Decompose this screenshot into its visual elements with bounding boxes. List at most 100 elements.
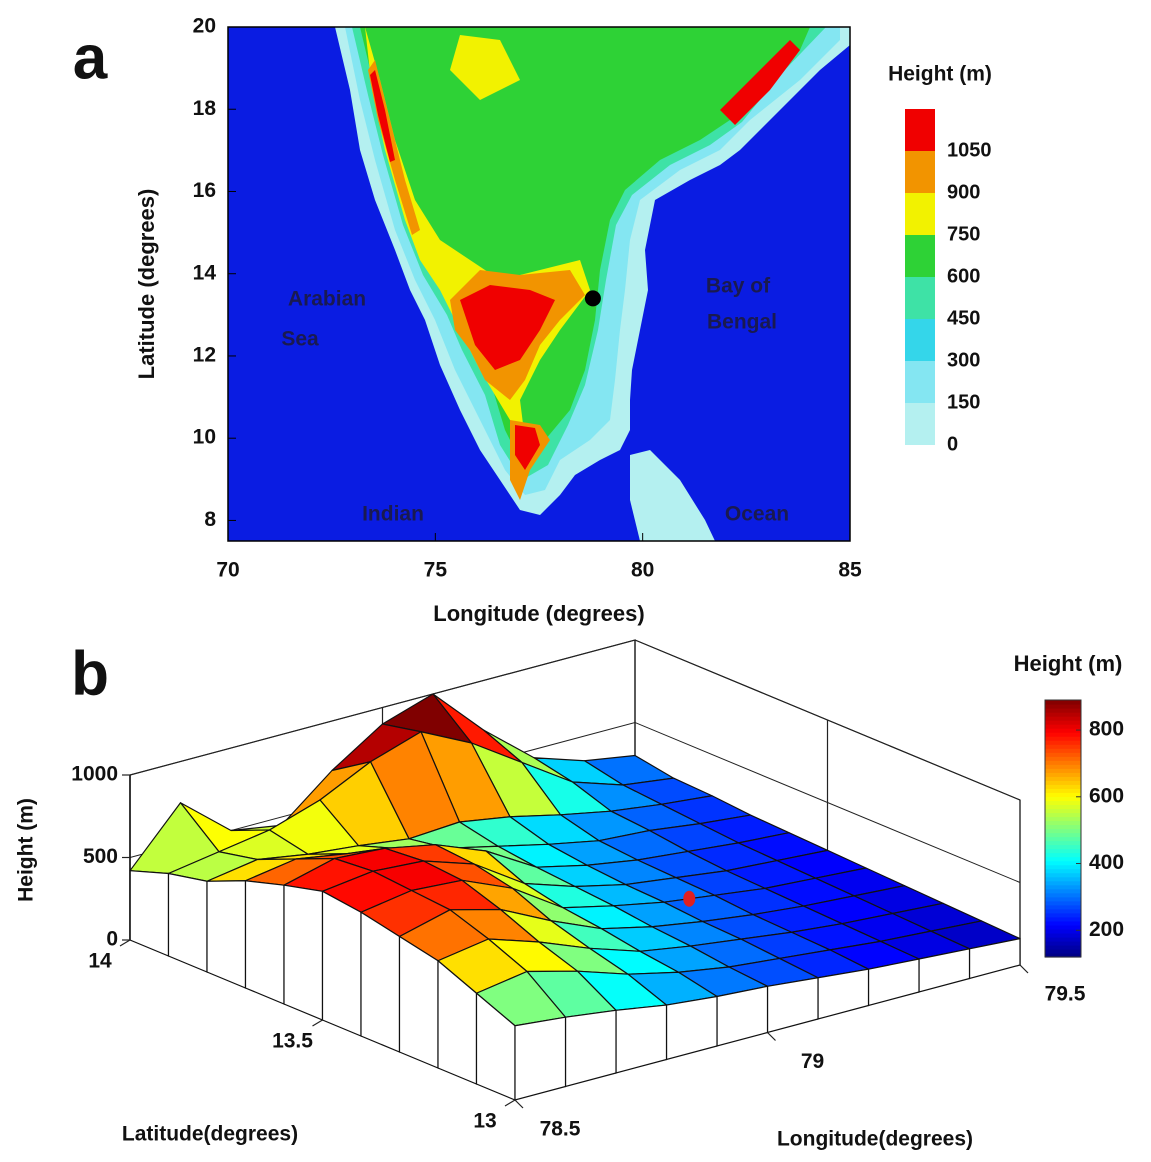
wall-panel xyxy=(564,1009,617,1088)
y-tick-label: 16 xyxy=(193,179,216,202)
colorbar-tick-label: 600 xyxy=(1089,784,1124,807)
annotation: Bay of xyxy=(706,275,771,298)
colorbar-slice xyxy=(1045,788,1081,793)
colorbar-slice xyxy=(1045,904,1081,910)
annotation: Indian xyxy=(362,503,424,526)
colorbar-slice xyxy=(1045,852,1081,858)
y-axis-label: Latitude(degrees) xyxy=(122,1123,298,1146)
colorbar-block xyxy=(905,151,935,193)
colorbar-slice xyxy=(1045,848,1081,854)
colorbar-tick-label: 750 xyxy=(947,223,980,245)
colorbar-slice xyxy=(1045,784,1081,789)
wall-panel xyxy=(716,985,769,1047)
panel-label: a xyxy=(73,23,108,92)
colorbar-block xyxy=(905,277,935,319)
y-tick xyxy=(504,1099,516,1107)
wall-panel xyxy=(167,872,208,973)
colorbar-slice xyxy=(1045,868,1081,874)
y-tick-label: 18 xyxy=(193,97,217,120)
colorbar-slice xyxy=(1045,856,1081,862)
colorbar-slice xyxy=(1045,756,1081,761)
panel-label: b xyxy=(71,639,109,708)
colorbar-block xyxy=(905,235,935,277)
wall-panel xyxy=(817,968,870,1020)
colorbar-slice xyxy=(1045,760,1081,765)
colorbar-slice xyxy=(1045,952,1081,958)
y-axis-label: Latitude (degrees) xyxy=(134,189,159,380)
x-tick xyxy=(767,1032,776,1041)
colorbar-block xyxy=(905,319,935,361)
colorbar-slice xyxy=(1045,944,1081,950)
y-tick-label: 14 xyxy=(88,950,112,973)
colorbar-slice xyxy=(1045,932,1081,938)
colorbar-title: Height (m) xyxy=(1014,651,1123,676)
colorbar-slice xyxy=(1045,704,1081,709)
colorbar-slice xyxy=(1045,828,1081,834)
wall-panel xyxy=(283,884,324,1021)
colorbar-slice xyxy=(1045,724,1081,729)
colorbar-slice xyxy=(1045,744,1081,749)
wall-panel xyxy=(321,890,362,1037)
colorbar-tick-label: 800 xyxy=(1089,718,1124,741)
annotation: Ocean xyxy=(725,503,789,526)
wall-panel xyxy=(206,880,247,989)
y-tick xyxy=(312,1019,323,1027)
colorbar-tick-label: 200 xyxy=(1089,918,1124,941)
annotation: Bengal xyxy=(707,311,777,334)
z-tick-label: 500 xyxy=(83,845,118,868)
x-tick-label: 70 xyxy=(216,559,239,582)
wall-panel xyxy=(615,1004,668,1074)
colorbar-slice xyxy=(1045,720,1081,725)
colorbar-slice xyxy=(1045,912,1081,918)
colorbar-slice xyxy=(1045,876,1081,882)
colorbar-block xyxy=(905,403,935,445)
z-axis-label: Height (m) xyxy=(15,798,38,902)
colorbar-slice xyxy=(1045,800,1081,806)
colorbar-slice xyxy=(1045,748,1081,753)
colorbar-slice xyxy=(1045,808,1081,814)
colorbar-slice xyxy=(1045,740,1081,745)
colorbar-slice xyxy=(1045,916,1081,922)
x-tick-label: 79.5 xyxy=(1045,983,1086,1006)
colorbar-slice xyxy=(1045,736,1081,741)
grid-line xyxy=(129,639,1021,801)
z-tick-label: 0 xyxy=(106,928,118,951)
colorbar-slice xyxy=(1045,924,1081,930)
wall-panel xyxy=(766,977,819,1034)
colorbar-slice xyxy=(1045,940,1081,946)
colorbar-slice xyxy=(1045,796,1081,801)
x-tick xyxy=(1019,964,1029,974)
colorbar-frame xyxy=(1044,699,1082,958)
colorbar-slice xyxy=(1045,864,1081,870)
colorbar-slice xyxy=(1045,824,1081,830)
colorbar-slice xyxy=(1045,820,1081,826)
x-tick xyxy=(514,1099,524,1109)
x-tick-label: 80 xyxy=(631,559,654,582)
annotation: Sea xyxy=(281,328,319,351)
colorbar-tick-label: 0 xyxy=(947,433,958,455)
colorbar-slice xyxy=(1045,836,1081,842)
y-tick-label: 20 xyxy=(193,15,216,38)
colorbar-block xyxy=(905,109,935,151)
colorbar-tick-label: 300 xyxy=(947,349,980,371)
colorbar-tick-label: 400 xyxy=(1089,851,1124,874)
colorbar-tick-label: 900 xyxy=(947,181,980,203)
colorbar-slice xyxy=(1045,840,1081,846)
colorbar-block xyxy=(905,361,935,403)
colorbar-slice xyxy=(1045,712,1081,717)
colorbar-slice xyxy=(1045,792,1081,797)
x-axis-label: Longitude (degrees) xyxy=(433,601,644,626)
colorbar-slice xyxy=(1045,728,1081,733)
x-tick-label: 85 xyxy=(838,559,862,582)
colorbar-slice xyxy=(1045,764,1081,769)
colorbar-slice xyxy=(1045,752,1081,757)
colorbar-slice xyxy=(1045,920,1081,926)
colorbar-slice xyxy=(1045,844,1081,850)
colorbar-slice xyxy=(1045,780,1081,785)
colorbar-slice xyxy=(1045,816,1081,822)
colorbar-slice xyxy=(1045,832,1081,838)
y-tick-label: 13.5 xyxy=(272,1030,313,1053)
x-tick-label: 78.5 xyxy=(540,1118,581,1141)
colorbar-slice xyxy=(1045,732,1081,737)
